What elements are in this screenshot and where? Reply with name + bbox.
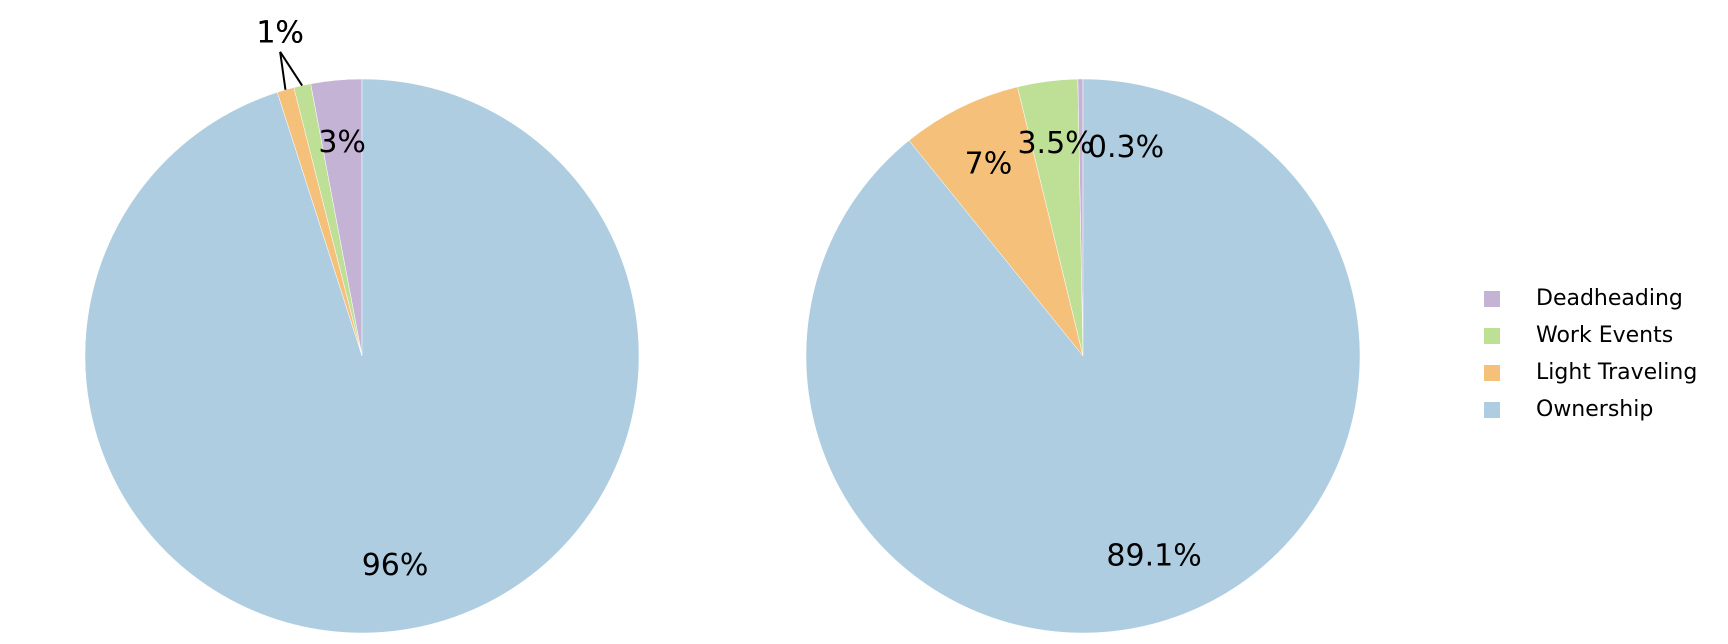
value-label: 89.1% (1106, 539, 1201, 574)
legend-label: Work Events (1536, 323, 1673, 348)
legend-label: Light Traveling (1536, 360, 1697, 385)
value-label: 1% (256, 15, 304, 50)
legend-swatch (1484, 402, 1500, 418)
legend-label: Ownership (1536, 397, 1653, 422)
value-label: 3% (318, 125, 366, 160)
legend-swatch (1484, 328, 1500, 344)
value-label: 1% (256, 15, 304, 50)
pie-slice (84, 78, 640, 634)
value-label: 7% (965, 146, 1013, 181)
value-label: 0.3% (1088, 130, 1164, 165)
legend-swatch (1484, 291, 1500, 307)
leader-line (279, 51, 304, 87)
value-label: 96% (362, 548, 429, 583)
pie-slice (908, 86, 1084, 357)
pie-slice (805, 78, 1361, 634)
leader-line (279, 51, 287, 90)
legend-label: Deadheading (1536, 286, 1683, 311)
legend-swatch (1484, 365, 1500, 381)
value-label: 3.5% (1017, 126, 1093, 161)
